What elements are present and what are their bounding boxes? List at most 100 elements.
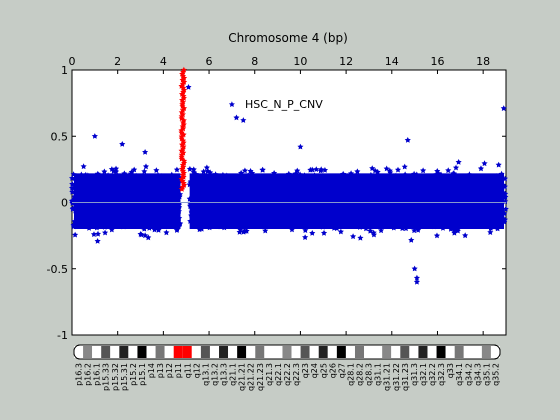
ideogram-band-label: p16.2	[84, 363, 93, 386]
blue-data-point	[374, 168, 381, 175]
ideogram-band	[391, 346, 401, 358]
ideogram-band-label: q21.3	[265, 363, 274, 386]
ideogram-band	[400, 346, 410, 358]
x-tick-label: 18	[476, 55, 490, 68]
blue-data-point	[321, 229, 328, 236]
blue-data-point	[413, 274, 420, 281]
x-tick-label: 8	[251, 55, 258, 68]
x-tick-label: 0	[69, 55, 76, 68]
ideogram-band	[345, 346, 355, 358]
red-data-point	[178, 115, 185, 122]
blue-data-point	[354, 168, 361, 175]
red-series-points	[178, 66, 188, 192]
blue-data-point	[142, 163, 149, 170]
ideogram-band-label: p13	[156, 363, 165, 378]
blue-series-points	[69, 84, 509, 285]
y-tick-label: 0.5	[51, 130, 69, 143]
blue-data-point	[477, 165, 484, 172]
ideogram-band-label: q35.2	[491, 363, 500, 386]
blue-data-point	[302, 227, 309, 233]
blue-data-point	[243, 227, 250, 234]
blue-data-point	[173, 166, 180, 173]
ideogram-band-label: q13.3	[220, 363, 229, 386]
ideogram-band	[409, 346, 419, 358]
red-data-point	[179, 103, 186, 109]
blue-data-point	[309, 230, 316, 236]
red-data-point	[178, 153, 185, 160]
red-data-point	[181, 157, 188, 164]
ideogram-band-label: q24	[310, 363, 319, 378]
y-axis-ticks: 1 0.5 0 -0.5 -1	[47, 64, 506, 342]
blue-data-point	[91, 133, 98, 139]
ideogram-band-label: q31.1	[374, 363, 383, 386]
ideogram-band-label: q13.1	[201, 363, 210, 386]
ideogram-band-label: q31.22	[392, 363, 401, 391]
ideogram-band	[282, 346, 292, 358]
blue-data-point	[307, 166, 314, 173]
blue-data-point	[500, 105, 507, 111]
ideogram-band	[454, 346, 464, 358]
blue-band-core	[189, 173, 504, 229]
series-annotation: HSC_N_P_CNV	[245, 98, 323, 111]
blue-data-point	[395, 166, 401, 173]
ideogram-band	[273, 346, 283, 358]
blue-data-point	[462, 232, 469, 239]
blue-data-point	[101, 168, 108, 175]
red-data-point	[179, 97, 186, 103]
ideogram-band	[173, 346, 183, 358]
y-tick-label: -1	[57, 329, 68, 342]
ideogram-band	[445, 346, 455, 358]
ideogram-band	[436, 346, 446, 358]
ideogram-band	[237, 346, 247, 358]
blue-data-point	[190, 166, 197, 173]
red-data-point	[178, 175, 185, 182]
ideogram-band-label: q22.1	[274, 363, 283, 386]
blue-data-point	[411, 265, 418, 272]
ideogram-band	[255, 346, 265, 358]
blue-data-point	[357, 234, 364, 241]
ideogram-band-label: q22.3	[292, 363, 301, 386]
blue-data-point	[451, 229, 458, 236]
x-axis-ticks: 0 2 4 6 8 10 12 14 16 18	[69, 55, 490, 335]
y-tick-label: 0	[61, 197, 68, 210]
ideogram-band	[336, 346, 346, 358]
ideogram-band	[219, 346, 229, 358]
ideogram-band-label: q28.2	[356, 363, 365, 386]
blue-data-point	[413, 278, 420, 285]
blue-data-point	[69, 180, 76, 187]
chart-title: Chromosome 4 (bp)	[228, 31, 348, 45]
blue-data-point	[113, 168, 120, 175]
ideogram-band	[155, 346, 165, 358]
plot-area: 0 2 4 6 8 10 12 14 16 18 1 0.5 0 -0.5 -1 HSC_N_P_CNV	[47, 55, 509, 342]
ideogram-band-label: q34.2	[464, 363, 473, 386]
blue-data-point	[502, 205, 509, 212]
ideogram-band	[373, 346, 383, 358]
ideogram-band	[427, 346, 437, 358]
blue-data-point	[113, 165, 120, 172]
blue-data-point	[94, 230, 101, 237]
ideogram-band-label: p11	[174, 363, 183, 378]
ideogram-band-label: q34.3	[473, 363, 482, 386]
ideogram-band	[463, 346, 473, 358]
ideogram-band	[119, 346, 129, 358]
red-data-point	[180, 131, 187, 138]
ideogram-band	[481, 346, 491, 358]
x-tick-label: 6	[206, 55, 213, 68]
red-data-point	[180, 149, 187, 156]
ideogram-band-label: q26	[328, 363, 337, 378]
blue-data-point	[445, 167, 452, 174]
ideogram-band	[92, 346, 102, 358]
ideogram-band-label: p16.1	[93, 363, 102, 386]
red-data-point	[181, 159, 188, 166]
blue-data-point	[302, 234, 309, 240]
blue-data-point	[297, 143, 304, 150]
blue-data-point	[108, 166, 115, 172]
blue-data-point	[90, 231, 97, 237]
blue-data-point	[142, 232, 149, 239]
blue-data-point	[369, 165, 376, 171]
ideogram-band-label: q12	[192, 363, 201, 378]
ideogram-band	[110, 346, 120, 358]
blue-data-point	[495, 161, 502, 168]
x-tick-label: 14	[385, 55, 399, 68]
ideogram-band-label: p15.31	[120, 363, 129, 391]
